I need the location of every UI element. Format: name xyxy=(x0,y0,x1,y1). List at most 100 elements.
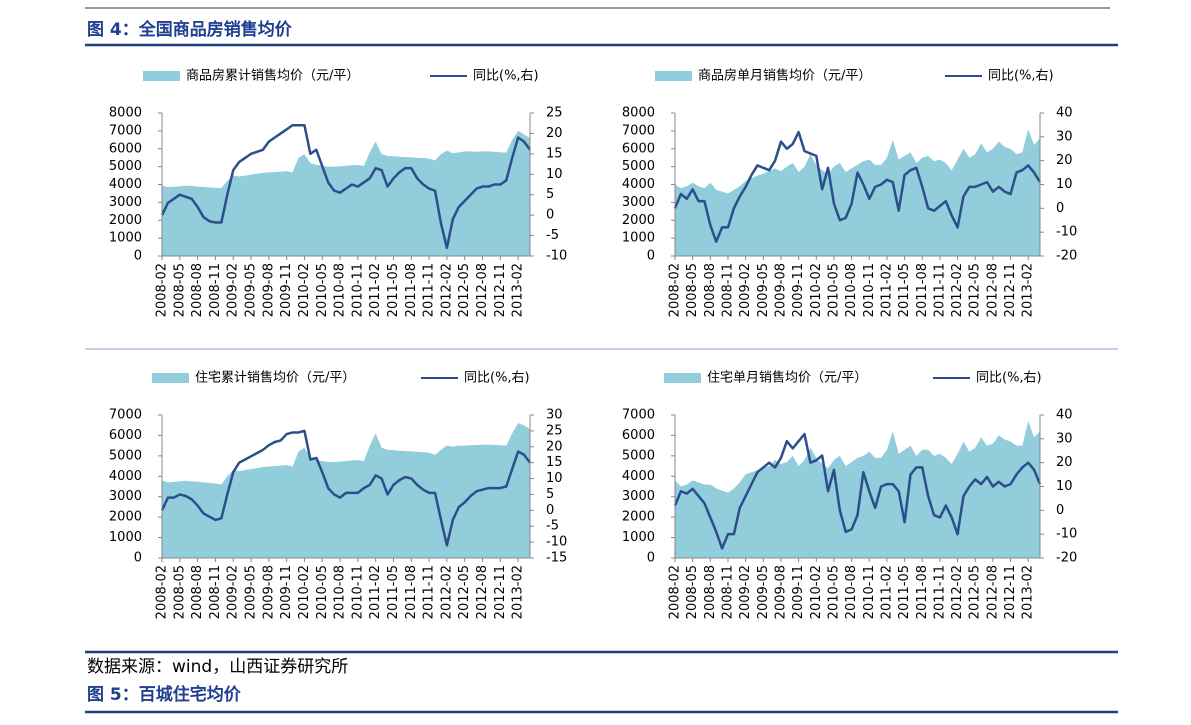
legend-label: 同比(%,右) xyxy=(464,371,530,386)
y-tick-label: 8000 xyxy=(622,106,655,121)
x-tick-label: 2012-05 xyxy=(968,263,983,317)
y2-tick-label: 25 xyxy=(546,106,563,121)
x-tick-label: 2012-02 xyxy=(439,263,454,317)
y-tick-label: 3000 xyxy=(622,195,655,210)
y-tick-label: 2000 xyxy=(622,510,655,525)
y2-tick-label: -10 xyxy=(1056,527,1077,542)
x-tick-label: 2008-02 xyxy=(155,565,170,619)
x-tick-label: 2009-02 xyxy=(738,263,753,317)
y2-tick-label: 25 xyxy=(546,423,563,438)
x-tick-label: 2011-08 xyxy=(915,565,930,619)
line-series xyxy=(160,429,532,547)
y-tick-label: 3000 xyxy=(622,489,655,504)
x-tick-label: 2009-08 xyxy=(773,263,788,317)
y-tick-label: 7000 xyxy=(109,123,142,138)
x-tick-label: 2011-08 xyxy=(915,263,930,317)
x-tick-label: 2010-02 xyxy=(297,263,312,317)
y2-tick-label: 15 xyxy=(546,455,563,470)
x-tick-label: 2008-05 xyxy=(172,263,187,317)
x-tick-label: 2012-05 xyxy=(968,565,983,619)
y-tick-label: 7000 xyxy=(109,408,142,423)
y-tick-label: 6000 xyxy=(622,141,655,156)
x-tick-label: 2010-11 xyxy=(350,565,365,619)
legend-label: 同比(%,右) xyxy=(473,69,539,84)
y2-tick-label: 40 xyxy=(1056,408,1073,423)
y2-tick-label: -20 xyxy=(1056,249,1077,264)
x-tick-label: 2008-11 xyxy=(720,565,735,619)
y-tick-label: 3000 xyxy=(109,195,142,210)
x-tick-label: 2010-05 xyxy=(315,263,330,317)
x-tick-label: 2011-05 xyxy=(386,565,401,619)
x-tick-label: 2009-08 xyxy=(261,263,276,317)
x-tick-label: 2009-05 xyxy=(756,565,771,619)
x-tick-label: 2008-11 xyxy=(208,263,223,317)
y-tick-label: 2000 xyxy=(109,510,142,525)
x-tick-label: 2012-11 xyxy=(1003,263,1018,317)
x-tick-label: 2010-02 xyxy=(809,263,824,317)
x-tick-label: 2009-05 xyxy=(244,565,259,619)
x-tick-label: 2012-11 xyxy=(493,565,508,619)
x-tick-label: 2009-11 xyxy=(791,565,806,619)
y2-tick-label: 20 xyxy=(1056,455,1073,470)
legend-label: 同比(%,右) xyxy=(988,69,1054,84)
next-figure-title: 图 5：百城住宅均价 xyxy=(87,684,242,705)
legend-swatch xyxy=(655,71,692,81)
x-tick-label: 2010-05 xyxy=(826,263,841,317)
x-tick-label: 2008-02 xyxy=(668,263,683,317)
x-tick-label: 2009-08 xyxy=(261,565,276,619)
x-tick-label: 2013-02 xyxy=(1021,565,1036,619)
line-series xyxy=(160,124,532,250)
x-tick-label: 2009-11 xyxy=(279,565,294,619)
legend-label: 商品房单月销售均价（元/平） xyxy=(698,68,871,84)
y2-tick-label: 20 xyxy=(546,439,563,454)
y2-tick-label: 10 xyxy=(1056,479,1073,494)
y2-tick-label: 10 xyxy=(546,471,563,486)
x-tick-label: 2008-05 xyxy=(172,565,187,619)
x-tick-label: 2012-08 xyxy=(985,565,1000,619)
x-tick-label: 2008-05 xyxy=(685,565,700,619)
legend-swatch xyxy=(143,71,180,81)
y-tick-label: 1000 xyxy=(622,231,655,246)
x-tick-label: 2011-08 xyxy=(404,565,419,619)
x-tick-label: 2011-05 xyxy=(386,263,401,317)
source-note: 数据来源：wind，山西证券研究所 xyxy=(87,657,348,677)
x-tick-label: 2013-02 xyxy=(511,263,526,317)
x-tick-label: 2009-05 xyxy=(244,263,259,317)
x-tick-label: 2009-02 xyxy=(738,565,753,619)
x-tick-label: 2012-08 xyxy=(475,565,490,619)
y-tick-label: 7000 xyxy=(622,123,655,138)
x-tick-label: 2009-05 xyxy=(756,263,771,317)
y2-tick-label: 10 xyxy=(546,167,563,182)
y2-tick-label: 0 xyxy=(546,208,554,223)
x-tick-label: 2011-08 xyxy=(404,263,419,317)
x-tick-label: 2009-08 xyxy=(773,565,788,619)
x-tick-label: 2010-05 xyxy=(315,565,330,619)
x-tick-label: 2010-02 xyxy=(297,565,312,619)
x-tick-label: 2009-11 xyxy=(791,263,806,317)
y2-tick-label: 15 xyxy=(546,146,563,161)
x-tick-label: 2012-11 xyxy=(493,263,508,317)
x-tick-label: 2011-02 xyxy=(368,263,383,317)
x-tick-label: 2008-08 xyxy=(703,565,718,619)
line-series xyxy=(673,432,1042,550)
y2-tick-label: -10 xyxy=(1056,225,1077,240)
area-series xyxy=(162,130,530,256)
x-tick-label: 2008-08 xyxy=(190,263,205,317)
y2-tick-label: -20 xyxy=(1056,551,1077,566)
legend-label: 住宅单月销售均价（元/平） xyxy=(707,370,867,386)
y2-tick-label: 40 xyxy=(1056,106,1073,121)
y-tick-label: 5000 xyxy=(622,159,655,174)
x-tick-label: 2012-08 xyxy=(985,263,1000,317)
area-series xyxy=(675,421,1040,558)
y2-tick-label: 30 xyxy=(1056,129,1073,144)
x-tick-label: 2009-02 xyxy=(226,565,241,619)
y-tick-label: 0 xyxy=(134,551,142,566)
y-tick-label: 2000 xyxy=(109,213,142,228)
x-tick-label: 2012-05 xyxy=(457,565,472,619)
y-tick-label: 1000 xyxy=(622,530,655,545)
y2-tick-label: 0 xyxy=(546,503,554,518)
y-tick-label: 1000 xyxy=(109,530,142,545)
x-tick-label: 2010-08 xyxy=(333,263,348,317)
x-tick-label: 2011-02 xyxy=(879,263,894,317)
